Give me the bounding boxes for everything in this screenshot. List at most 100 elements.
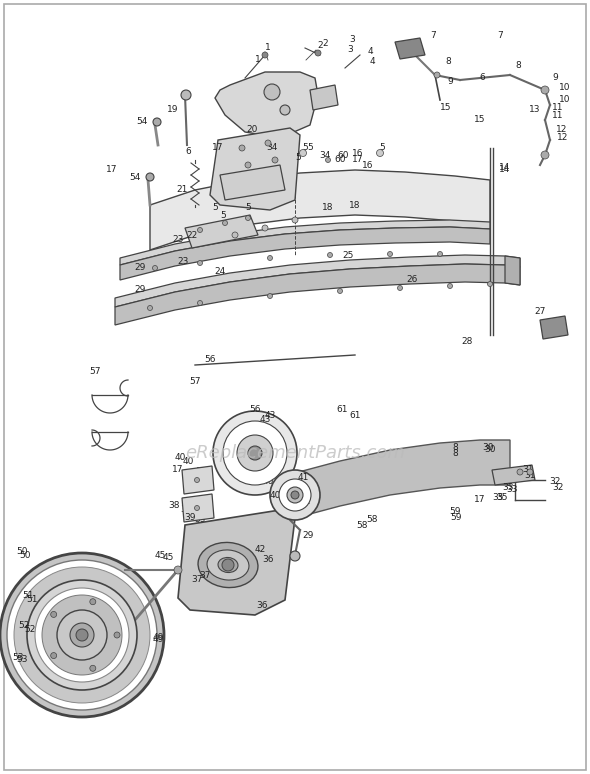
Circle shape: [239, 145, 245, 151]
Text: 31: 31: [522, 465, 534, 474]
Text: 45: 45: [162, 553, 173, 563]
Text: 59: 59: [449, 508, 461, 516]
Text: 36: 36: [256, 601, 268, 609]
Polygon shape: [505, 256, 520, 285]
Text: 10: 10: [559, 95, 571, 104]
Text: 23: 23: [178, 258, 189, 266]
Circle shape: [434, 72, 440, 78]
Circle shape: [76, 629, 88, 641]
Text: 38: 38: [168, 501, 180, 509]
Text: 40: 40: [269, 491, 281, 499]
Polygon shape: [310, 85, 338, 110]
Text: 5: 5: [307, 143, 313, 152]
Circle shape: [326, 157, 330, 163]
Text: 17: 17: [106, 166, 118, 174]
Circle shape: [198, 261, 202, 265]
Text: 6: 6: [479, 74, 485, 83]
Circle shape: [14, 567, 150, 703]
Text: 34: 34: [319, 150, 330, 159]
Text: 8: 8: [445, 57, 451, 67]
Text: 23: 23: [172, 235, 183, 245]
Text: 15: 15: [440, 104, 452, 112]
Text: 19: 19: [167, 105, 179, 115]
Text: 36: 36: [262, 556, 274, 564]
Text: 58: 58: [356, 520, 368, 529]
Text: 44: 44: [237, 450, 248, 460]
Text: 5: 5: [302, 143, 308, 152]
Text: 4: 4: [369, 57, 375, 67]
Text: 43: 43: [260, 416, 271, 424]
Circle shape: [527, 469, 533, 475]
Text: 7: 7: [497, 30, 503, 39]
Text: 5: 5: [220, 211, 226, 220]
Circle shape: [146, 173, 154, 181]
Text: 40: 40: [182, 457, 194, 467]
Text: 18: 18: [322, 204, 334, 213]
Polygon shape: [182, 466, 214, 494]
Text: 47: 47: [114, 615, 126, 625]
Polygon shape: [120, 220, 490, 265]
Circle shape: [248, 446, 262, 460]
Text: 16: 16: [362, 160, 373, 170]
Text: 1: 1: [255, 56, 261, 64]
Text: 37: 37: [199, 570, 211, 580]
Circle shape: [337, 289, 343, 293]
Text: 54: 54: [129, 173, 140, 181]
Circle shape: [222, 221, 228, 225]
Text: 30: 30: [482, 444, 494, 453]
Text: 52: 52: [24, 625, 35, 635]
Circle shape: [198, 228, 202, 232]
Text: 54: 54: [136, 118, 148, 126]
Text: 25: 25: [342, 251, 353, 259]
Text: 7: 7: [430, 30, 436, 39]
Circle shape: [181, 90, 191, 100]
Text: 60: 60: [337, 152, 349, 160]
Circle shape: [517, 469, 523, 475]
Text: 13: 13: [529, 105, 541, 115]
Text: 43: 43: [264, 410, 276, 420]
Circle shape: [447, 283, 453, 289]
Circle shape: [245, 215, 251, 221]
Circle shape: [7, 560, 157, 710]
Text: 20: 20: [246, 125, 258, 135]
Circle shape: [90, 599, 96, 604]
Text: 3: 3: [347, 46, 353, 54]
Text: 51: 51: [22, 591, 34, 601]
Circle shape: [287, 487, 303, 503]
Text: 48: 48: [102, 643, 114, 652]
Circle shape: [57, 610, 107, 660]
Ellipse shape: [198, 543, 258, 587]
Text: 10: 10: [559, 84, 571, 93]
Circle shape: [262, 225, 268, 231]
Polygon shape: [492, 465, 535, 485]
Circle shape: [174, 566, 182, 574]
Text: 12: 12: [556, 125, 568, 135]
Text: 50: 50: [19, 550, 31, 560]
Circle shape: [152, 265, 158, 270]
Text: 29: 29: [302, 530, 314, 539]
Text: 21: 21: [176, 186, 188, 194]
Text: 32: 32: [552, 484, 563, 492]
Circle shape: [195, 478, 199, 482]
Text: 4: 4: [367, 47, 373, 57]
Text: 33: 33: [502, 484, 514, 492]
Polygon shape: [395, 38, 425, 59]
Circle shape: [272, 157, 278, 163]
Text: 34: 34: [266, 143, 278, 152]
Text: 60: 60: [335, 156, 346, 165]
Text: 8: 8: [452, 448, 458, 457]
Text: 33: 33: [506, 485, 518, 495]
Text: 16: 16: [352, 149, 364, 157]
Text: 39: 39: [194, 515, 206, 525]
Text: 52: 52: [18, 621, 30, 629]
Text: 42: 42: [254, 546, 266, 554]
Circle shape: [148, 306, 152, 310]
Polygon shape: [540, 316, 568, 339]
Circle shape: [42, 595, 122, 675]
Text: 57: 57: [189, 378, 201, 386]
Text: 58: 58: [366, 515, 378, 525]
Circle shape: [291, 491, 299, 499]
Text: 2: 2: [317, 42, 323, 50]
Circle shape: [264, 84, 280, 100]
Text: 3: 3: [349, 36, 355, 44]
